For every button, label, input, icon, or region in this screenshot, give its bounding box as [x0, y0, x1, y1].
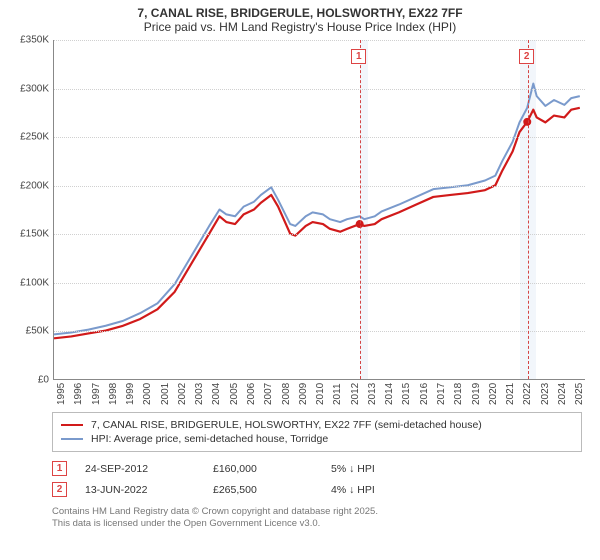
xtick-label: 2004	[211, 379, 222, 405]
transaction-delta: 4% ↓ HPI	[331, 484, 375, 496]
footer-line1: Contains HM Land Registry data © Crown c…	[52, 506, 595, 518]
legend-swatch	[61, 424, 83, 426]
transaction-date: 13-JUN-2022	[85, 484, 195, 496]
ytick-label: £350K	[3, 35, 49, 46]
transaction-marker: 1	[52, 461, 67, 476]
xtick-label: 2023	[540, 379, 551, 405]
xtick-label: 2025	[574, 379, 585, 405]
gridline-y	[54, 186, 585, 187]
xtick-label: 2008	[281, 379, 292, 405]
xtick-label: 2009	[298, 379, 309, 405]
xtick-label: 1996	[73, 379, 84, 405]
event-vline	[528, 40, 529, 379]
xtick-label: 2015	[401, 379, 412, 405]
xtick-label: 2017	[436, 379, 447, 405]
ytick-label: £300K	[3, 83, 49, 94]
ytick-label: £50K	[3, 326, 49, 337]
gridline-y	[54, 283, 585, 284]
series-price_paid	[54, 108, 580, 339]
gridline-y	[54, 234, 585, 235]
gridline-y	[54, 40, 585, 41]
gridline-y	[54, 89, 585, 90]
title-line2: Price paid vs. HM Land Registry's House …	[10, 20, 590, 34]
footer-line2: This data is licensed under the Open Gov…	[52, 518, 595, 530]
transaction-date: 24-SEP-2012	[85, 463, 195, 475]
xtick-label: 1998	[108, 379, 119, 405]
transaction-delta: 5% ↓ HPI	[331, 463, 375, 475]
gridline-y	[54, 137, 585, 138]
xtick-label: 2005	[229, 379, 240, 405]
xtick-label: 1999	[125, 379, 136, 405]
transaction-row: 1 24-SEP-2012 £160,000 5% ↓ HPI	[52, 458, 582, 479]
legend-label: 7, CANAL RISE, BRIDGERULE, HOLSWORTHY, E…	[91, 419, 482, 431]
ytick-label: £200K	[3, 180, 49, 191]
xtick-label: 2006	[246, 379, 257, 405]
series-hpi	[54, 84, 580, 335]
line-series-svg	[54, 40, 585, 379]
xtick-label: 2012	[350, 379, 361, 405]
event-marker: 1	[351, 49, 366, 64]
transaction-table: 1 24-SEP-2012 £160,000 5% ↓ HPI 2 13-JUN-2022…	[52, 458, 582, 500]
xtick-label: 2013	[367, 379, 378, 405]
ytick-label: £0	[3, 375, 49, 386]
xtick-label: 2021	[505, 379, 516, 405]
legend: 7, CANAL RISE, BRIDGERULE, HOLSWORTHY, E…	[52, 412, 582, 452]
ytick-label: £250K	[3, 132, 49, 143]
xtick-label: 2014	[384, 379, 395, 405]
legend-label: HPI: Average price, semi-detached house,…	[91, 433, 328, 445]
legend-swatch	[61, 438, 83, 440]
xtick-label: 2011	[332, 379, 343, 405]
transaction-marker: 2	[52, 482, 67, 497]
plot-area	[53, 40, 585, 380]
xtick-label: 2007	[263, 379, 274, 405]
transaction-price: £265,500	[213, 484, 313, 496]
xtick-label: 2010	[315, 379, 326, 405]
xtick-label: 2019	[471, 379, 482, 405]
transaction-price: £160,000	[213, 463, 313, 475]
xtick-label: 2022	[522, 379, 533, 405]
ytick-label: £150K	[3, 229, 49, 240]
title-line1: 7, CANAL RISE, BRIDGERULE, HOLSWORTHY, E…	[10, 6, 590, 20]
xtick-label: 2001	[160, 379, 171, 405]
event-marker: 2	[519, 49, 534, 64]
xtick-label: 2002	[177, 379, 188, 405]
transaction-row: 2 13-JUN-2022 £265,500 4% ↓ HPI	[52, 479, 582, 500]
event-vline	[360, 40, 361, 379]
legend-row: HPI: Average price, semi-detached house,…	[61, 433, 573, 445]
chart-area: £0 £50K £100K £150K £200K £250K £300K £350K 1995…	[5, 36, 595, 406]
legend-row: 7, CANAL RISE, BRIDGERULE, HOLSWORTHY, E…	[61, 419, 573, 431]
xtick-label: 2018	[453, 379, 464, 405]
xtick-label: 2020	[488, 379, 499, 405]
xtick-label: 1995	[56, 379, 67, 405]
xtick-label: 2000	[142, 379, 153, 405]
chart-title-block: 7, CANAL RISE, BRIDGERULE, HOLSWORTHY, E…	[0, 0, 600, 36]
gridline-y	[54, 331, 585, 332]
footer-attribution: Contains HM Land Registry data © Crown c…	[52, 506, 595, 531]
xtick-label: 2003	[194, 379, 205, 405]
xtick-label: 2024	[557, 379, 568, 405]
xtick-label: 1997	[91, 379, 102, 405]
ytick-label: £100K	[3, 277, 49, 288]
xtick-label: 2016	[419, 379, 430, 405]
